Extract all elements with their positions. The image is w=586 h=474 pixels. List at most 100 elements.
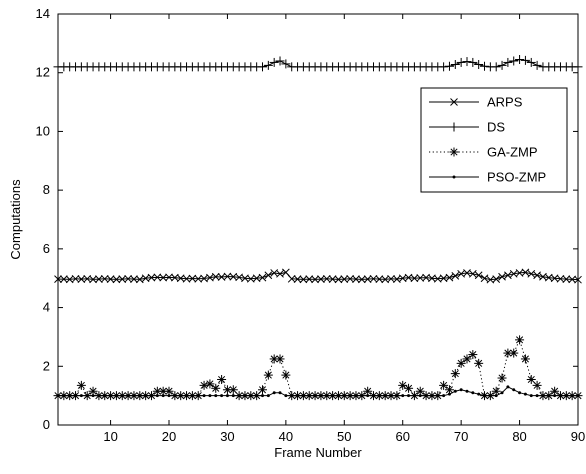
data-point <box>387 274 395 283</box>
data-point <box>205 379 215 389</box>
data-point <box>354 394 358 398</box>
data-point <box>506 385 510 389</box>
data-point <box>290 394 294 398</box>
data-point <box>278 391 282 395</box>
data-point <box>97 394 101 398</box>
y-tick-label: 8 <box>43 182 50 197</box>
data-point <box>468 57 478 67</box>
data-point <box>447 392 451 396</box>
y-tick-label: 4 <box>43 300 50 315</box>
data-point <box>305 275 314 283</box>
data-point <box>112 275 121 284</box>
data-point <box>418 394 422 398</box>
data-point <box>217 374 227 384</box>
data-point <box>331 394 335 398</box>
plot-frame <box>57 13 579 426</box>
data-point <box>257 385 267 395</box>
data-point <box>465 389 469 393</box>
data-point <box>497 60 507 70</box>
data-point <box>436 394 440 398</box>
series-layer <box>53 55 583 401</box>
data-point <box>430 394 434 398</box>
y-tick-label: 10 <box>36 123 50 138</box>
data-point <box>190 394 194 398</box>
legend-entry-ga-zmp: GA-ZMP <box>429 145 538 160</box>
data-point <box>550 386 560 396</box>
data-point <box>79 394 83 398</box>
data-point <box>317 275 325 283</box>
legend-marker <box>450 98 458 106</box>
series-pso-zmp <box>56 385 580 398</box>
data-point <box>124 274 132 283</box>
data-point <box>109 394 113 398</box>
data-point <box>372 394 376 398</box>
data-point <box>503 57 513 67</box>
data-point <box>491 386 501 396</box>
data-point <box>100 274 109 283</box>
data-point <box>424 394 428 398</box>
data-point <box>211 272 220 281</box>
data-point <box>126 394 130 398</box>
data-point <box>520 354 530 364</box>
data-point <box>474 358 484 368</box>
data-point <box>188 274 197 283</box>
data-point <box>296 394 300 398</box>
data-point <box>211 383 221 393</box>
legend-box <box>420 87 568 193</box>
data-point <box>342 394 346 398</box>
data-point <box>74 394 78 398</box>
data-point <box>336 394 340 398</box>
x-tick-label: 30 <box>220 429 234 444</box>
legend-label: GA-ZMP <box>487 145 538 160</box>
data-point <box>276 269 284 278</box>
data-point <box>62 394 66 398</box>
data-point <box>77 275 86 283</box>
axes-layer <box>57 13 579 426</box>
data-point <box>529 394 533 398</box>
data-point <box>325 394 329 398</box>
data-point <box>401 394 405 398</box>
x-tick-label: 80 <box>512 429 526 444</box>
data-point <box>228 385 238 395</box>
data-point <box>161 394 165 398</box>
data-point <box>130 275 138 283</box>
data-point <box>287 274 296 283</box>
data-point <box>103 394 107 398</box>
data-point <box>451 272 460 280</box>
data-point <box>118 275 127 283</box>
data-point <box>509 348 519 358</box>
plot-background <box>58 14 578 425</box>
data-point <box>258 273 267 282</box>
data-point <box>275 354 285 364</box>
data-point <box>504 271 512 280</box>
x-tick-label: 90 <box>571 429 585 444</box>
data-point <box>76 380 86 390</box>
x-tick-label: 10 <box>103 429 117 444</box>
legend-label: DS <box>487 120 505 135</box>
data-point <box>91 394 95 398</box>
data-point <box>512 388 516 392</box>
data-point <box>135 275 144 284</box>
data-point <box>439 62 449 72</box>
data-point <box>272 391 276 395</box>
data-point <box>120 394 124 398</box>
legend-entry-arps: ARPS <box>429 95 523 110</box>
data-point <box>165 273 173 282</box>
data-point <box>491 62 501 72</box>
plot-area <box>58 14 578 425</box>
data-point <box>497 373 507 383</box>
data-point <box>395 394 399 398</box>
data-point <box>264 271 273 280</box>
data-point <box>223 272 232 281</box>
data-point <box>532 60 542 70</box>
data-point <box>202 394 206 398</box>
data-point <box>456 358 466 368</box>
data-point <box>263 370 273 380</box>
x-tick-label: 40 <box>279 429 293 444</box>
data-point <box>147 273 156 282</box>
legend-label: ARPS <box>487 95 523 110</box>
legend: ARPS DS GA-ZMP PSO-ZMP <box>420 87 568 193</box>
x-tick-label: 20 <box>162 429 176 444</box>
data-point <box>564 394 568 398</box>
data-point <box>266 394 270 398</box>
